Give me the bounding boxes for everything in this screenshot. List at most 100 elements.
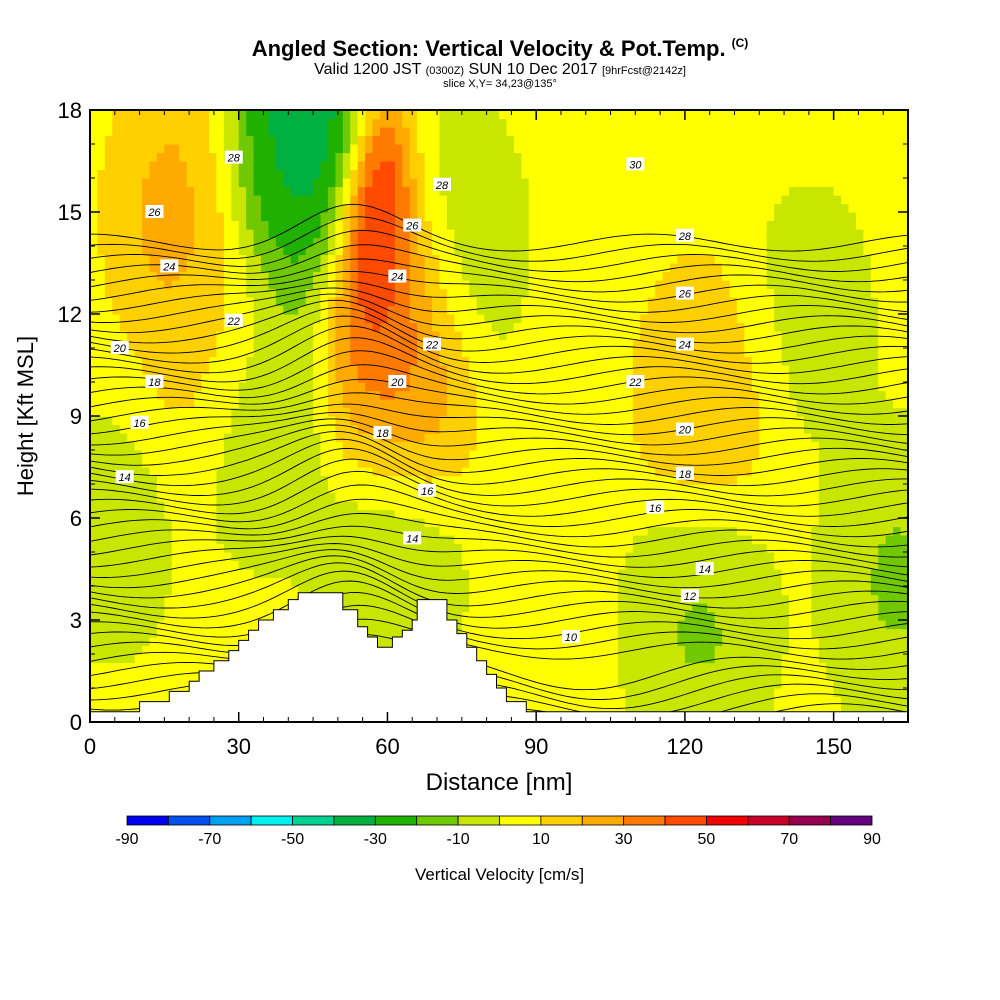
velocity-cell bbox=[127, 654, 136, 664]
velocity-cell bbox=[112, 637, 121, 647]
velocity-cell bbox=[179, 569, 188, 579]
velocity-cell bbox=[127, 518, 136, 528]
velocity-cell bbox=[327, 552, 336, 562]
velocity-cell bbox=[231, 365, 240, 375]
velocity-cell bbox=[402, 127, 411, 137]
velocity-cell bbox=[513, 424, 522, 434]
velocity-cell bbox=[90, 509, 99, 519]
velocity-cell bbox=[149, 305, 158, 315]
velocity-cell bbox=[402, 110, 411, 120]
velocity-cell bbox=[424, 382, 433, 392]
velocity-cell bbox=[97, 509, 106, 519]
velocity-cell bbox=[469, 144, 478, 154]
velocity-cell bbox=[156, 271, 165, 281]
velocity-cell bbox=[97, 671, 106, 681]
velocity-cell bbox=[275, 314, 284, 324]
velocity-cell bbox=[528, 135, 537, 145]
velocity-cell bbox=[156, 679, 165, 689]
velocity-cell bbox=[305, 458, 314, 468]
velocity-cell bbox=[313, 577, 322, 587]
velocity-cell bbox=[127, 458, 136, 468]
velocity-cell bbox=[327, 254, 336, 264]
velocity-cell bbox=[357, 127, 366, 137]
velocity-cell bbox=[528, 628, 537, 638]
velocity-cell bbox=[446, 509, 455, 519]
velocity-cell bbox=[201, 339, 210, 349]
velocity-cell bbox=[97, 322, 106, 332]
velocity-cell bbox=[342, 169, 351, 179]
velocity-cell bbox=[476, 169, 485, 179]
velocity-cell bbox=[194, 331, 203, 341]
velocity-cell bbox=[127, 186, 136, 196]
velocity-cell bbox=[283, 220, 292, 230]
velocity-cell bbox=[186, 246, 195, 256]
velocity-cell bbox=[469, 492, 478, 502]
velocity-cell bbox=[134, 424, 143, 434]
velocity-cell bbox=[491, 645, 500, 655]
velocity-cell bbox=[573, 586, 582, 596]
velocity-cell bbox=[476, 212, 485, 222]
velocity-cell bbox=[156, 492, 165, 502]
velocity-cell bbox=[216, 229, 225, 239]
velocity-cell bbox=[305, 492, 314, 502]
velocity-cell bbox=[298, 543, 307, 553]
velocity-cell bbox=[134, 509, 143, 519]
velocity-cell bbox=[551, 628, 560, 638]
velocity-cell bbox=[536, 586, 545, 596]
velocity-cell bbox=[580, 280, 589, 290]
velocity-cell bbox=[275, 144, 284, 154]
velocity-cell bbox=[580, 416, 589, 426]
velocity-cell bbox=[424, 526, 433, 536]
velocity-cell bbox=[357, 271, 366, 281]
velocity-cell bbox=[424, 263, 433, 273]
velocity-cell bbox=[142, 696, 151, 706]
velocity-cell bbox=[90, 229, 99, 239]
velocity-cell bbox=[104, 424, 113, 434]
velocity-cell bbox=[454, 339, 463, 349]
velocity-cell bbox=[499, 586, 508, 596]
velocity-cell bbox=[387, 416, 396, 426]
velocity-cell bbox=[179, 339, 188, 349]
velocity-cell bbox=[119, 161, 128, 171]
velocity-cell bbox=[528, 390, 537, 400]
velocity-cell bbox=[513, 645, 522, 655]
velocity-cell bbox=[335, 467, 344, 477]
velocity-cell bbox=[104, 339, 113, 349]
velocity-cell bbox=[149, 637, 158, 647]
velocity-cell bbox=[164, 280, 173, 290]
velocity-cell bbox=[313, 314, 322, 324]
velocity-cell bbox=[499, 195, 508, 205]
velocity-cell bbox=[194, 441, 203, 451]
velocity-cell bbox=[573, 603, 582, 613]
velocity-cell bbox=[558, 433, 567, 443]
velocity-cell bbox=[253, 246, 262, 256]
velocity-cell bbox=[134, 152, 143, 162]
velocity-cell bbox=[268, 220, 277, 230]
velocity-cell bbox=[387, 144, 396, 154]
velocity-cell bbox=[164, 288, 173, 298]
velocity-cell bbox=[238, 552, 247, 562]
velocity-cell bbox=[179, 144, 188, 154]
chart-title: Angled Section: Vertical Velocity & Pot.… bbox=[251, 36, 749, 61]
velocity-cell bbox=[156, 152, 165, 162]
velocity-cell bbox=[417, 212, 426, 222]
velocity-cell bbox=[588, 645, 597, 655]
velocity-cell bbox=[603, 654, 612, 664]
velocity-cell bbox=[305, 110, 314, 120]
velocity-cell bbox=[112, 254, 121, 264]
velocity-cell bbox=[149, 263, 158, 273]
velocity-cell bbox=[142, 356, 151, 366]
velocity-cell bbox=[335, 552, 344, 562]
velocity-cell bbox=[171, 110, 180, 120]
velocity-cell bbox=[97, 135, 106, 145]
velocity-cell bbox=[142, 305, 151, 315]
velocity-cell bbox=[238, 297, 247, 307]
velocity-cell bbox=[186, 390, 195, 400]
velocity-cell bbox=[387, 407, 396, 417]
velocity-cell bbox=[365, 552, 374, 562]
velocity-cell bbox=[327, 288, 336, 298]
velocity-cell bbox=[246, 237, 255, 247]
velocity-cell bbox=[335, 518, 344, 528]
velocity-cell bbox=[164, 237, 173, 247]
velocity-cell bbox=[402, 620, 411, 630]
